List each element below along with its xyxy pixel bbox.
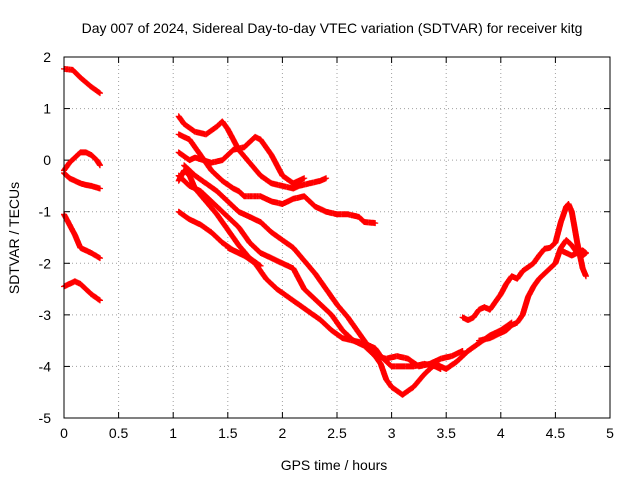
series-track-k xyxy=(175,167,264,269)
series-track-g xyxy=(175,131,379,227)
x-tick-label: 3 xyxy=(388,425,396,441)
series-markers xyxy=(175,131,379,227)
y-tick-label: -3 xyxy=(39,307,52,323)
y-tick-label: 1 xyxy=(43,101,51,117)
x-tick-label: 1 xyxy=(169,425,177,441)
series-markers xyxy=(557,247,589,259)
x-tick-label: 0 xyxy=(60,425,68,441)
x-tick-label: 2 xyxy=(279,425,287,441)
series-markers xyxy=(175,133,308,187)
y-tick-label: 0 xyxy=(43,152,51,168)
y-tick-label: -5 xyxy=(39,410,52,426)
x-tick-label: 4.5 xyxy=(546,425,566,441)
x-tick-label: 2.5 xyxy=(327,425,347,441)
series-track-l xyxy=(181,162,515,398)
y-tick-label: -1 xyxy=(39,204,52,220)
y-axis-ticks: -5 -4 -3 -2 -1 0 1 2 xyxy=(39,49,610,426)
series-track-o xyxy=(557,247,589,259)
plot-frame xyxy=(63,56,611,419)
x-tick-label: 5 xyxy=(606,425,614,441)
x-tick-label: 1.5 xyxy=(218,425,238,441)
series-markers xyxy=(175,167,264,269)
series-track-h xyxy=(175,133,308,187)
data-markers xyxy=(61,65,589,398)
chart-title: Day 007 of 2024, Sidereal Day-to-day VTE… xyxy=(82,20,583,36)
x-axis-label: GPS time / hours xyxy=(281,457,388,473)
x-tick-label: 4 xyxy=(497,425,505,441)
x-tick-label: 3.5 xyxy=(436,425,456,441)
x-tick-label: 0.5 xyxy=(109,425,129,441)
series-markers xyxy=(181,162,515,398)
y-axis-label: SDTVAR / TECUs xyxy=(6,182,22,294)
y-tick-label: 2 xyxy=(43,49,51,65)
y-tick-label: -2 xyxy=(39,255,52,271)
series-markers xyxy=(175,113,330,192)
series-track-f xyxy=(175,113,330,192)
y-tick-label: -4 xyxy=(39,358,52,374)
